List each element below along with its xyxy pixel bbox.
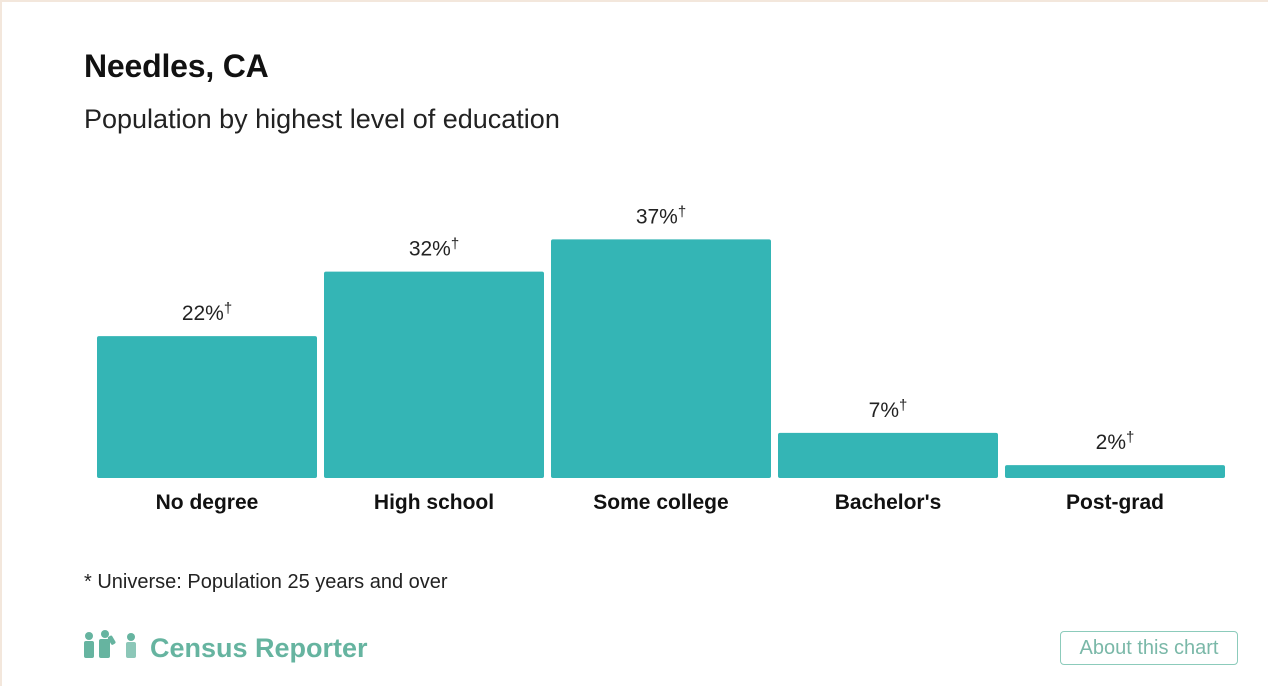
- bar-high-school[interactable]: [324, 271, 544, 478]
- bar-chart: 22%† No degree 32%† High school 37%† Some col…: [97, 203, 1225, 514]
- value-label: 7%†: [869, 397, 908, 422]
- bar-no-degree[interactable]: [97, 336, 317, 478]
- bar-post-grad[interactable]: [1005, 465, 1225, 478]
- category-label: No degree: [156, 491, 259, 514]
- bar-bachelor-s[interactable]: [778, 432, 998, 478]
- about-chart-button[interactable]: About this chart: [1060, 631, 1238, 665]
- universe-note: * Universe: Population 25 years and over: [84, 571, 448, 593]
- census-reporter-brand[interactable]: Census Reporter: [82, 630, 368, 667]
- chart-subtitle: Population by highest level of education: [84, 104, 560, 134]
- category-label: High school: [374, 491, 494, 514]
- value-label: 32%†: [409, 236, 459, 261]
- value-label: 22%†: [182, 300, 232, 325]
- category-label: Post-grad: [1066, 491, 1164, 514]
- value-label: 37%†: [636, 203, 686, 228]
- category-label: Bachelor's: [835, 491, 942, 514]
- brand-name: Census Reporter: [150, 633, 368, 663]
- value-label: 2%†: [1096, 429, 1135, 454]
- category-label: Some college: [593, 491, 728, 514]
- bar-some-college[interactable]: [551, 239, 771, 478]
- page-title: Needles, CA: [84, 48, 269, 84]
- people-icon: [82, 630, 140, 667]
